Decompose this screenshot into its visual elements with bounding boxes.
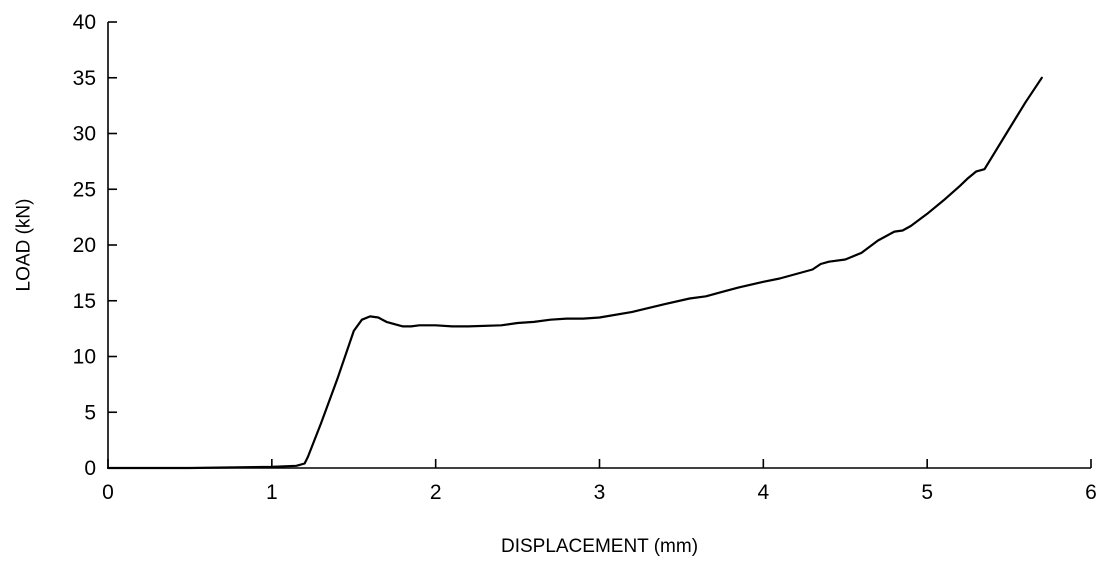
y-axis-ticks: 0 5 10 15 20 25 30 35 40	[73, 11, 117, 480]
x-tick-label: 5	[921, 481, 933, 504]
y-tick-label: 20	[73, 234, 96, 257]
y-axis-title: LOAD (kN)	[14, 199, 35, 292]
x-axis-title: DISPLACEMENT (mm)	[501, 536, 698, 557]
y-tick-label: 25	[73, 178, 96, 201]
x-tick-label: 3	[594, 481, 606, 504]
y-tick-label: 10	[73, 346, 96, 369]
axes	[107, 22, 1091, 469]
x-tick-label: 6	[1085, 481, 1097, 504]
x-tick-label: 4	[757, 481, 769, 504]
y-tick-label: 5	[84, 401, 96, 424]
x-tick-label: 0	[102, 481, 114, 504]
x-axis-ticks: 0 1 2 3 4 5 6	[102, 459, 1097, 504]
y-tick-label: 35	[73, 67, 96, 90]
x-tick-label: 2	[430, 481, 442, 504]
y-tick-label: 15	[73, 290, 96, 313]
series-line	[106, 76, 1043, 470]
y-tick-label: 30	[73, 123, 96, 146]
y-tick-label: 0	[84, 457, 96, 480]
x-tick-label: 1	[266, 481, 278, 504]
series-group	[106, 76, 1043, 470]
y-tick-label: 40	[73, 11, 96, 34]
